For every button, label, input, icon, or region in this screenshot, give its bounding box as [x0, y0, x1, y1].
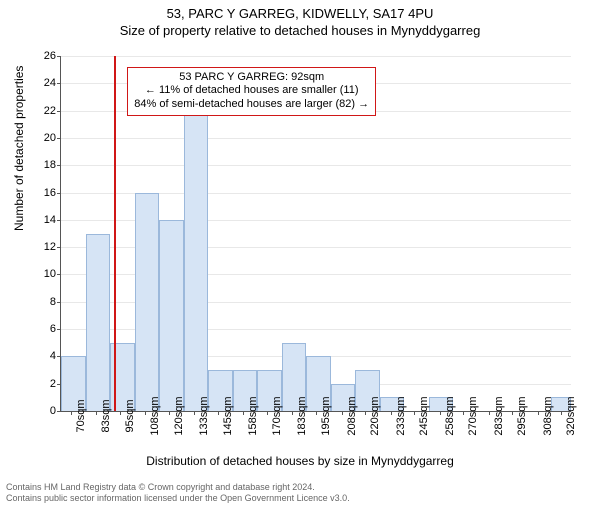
- xtick-label: 283sqm: [493, 396, 505, 435]
- xtick-label: 320sqm: [565, 396, 577, 435]
- copyright-notice: Contains HM Land Registry data © Crown c…: [6, 482, 350, 504]
- xtick-mark: [218, 411, 219, 415]
- histogram-bar: [159, 220, 184, 411]
- xtick-mark: [365, 411, 366, 415]
- ytick-mark: [57, 138, 61, 139]
- ytick-label: 16: [26, 187, 56, 199]
- gridline: [61, 56, 571, 57]
- ytick-mark: [57, 411, 61, 412]
- y-axis-label: Number of detached properties: [12, 66, 26, 231]
- ytick-label: 12: [26, 241, 56, 253]
- plot-region: 0246810121416182022242670sqm83sqm95sqm10…: [60, 56, 571, 412]
- ytick-mark: [57, 193, 61, 194]
- xtick-mark: [440, 411, 441, 415]
- gridline: [61, 165, 571, 166]
- xtick-mark: [145, 411, 146, 415]
- xtick-mark: [243, 411, 244, 415]
- xtick-mark: [316, 411, 317, 415]
- ytick-mark: [57, 329, 61, 330]
- annotation-line: 84% of semi-detached houses are larger (…: [134, 98, 369, 112]
- annotation-line: ← 11% of detached houses are smaller (11…: [134, 84, 369, 98]
- xtick-mark: [538, 411, 539, 415]
- xtick-mark: [120, 411, 121, 415]
- gridline: [61, 138, 571, 139]
- xtick-label: 220sqm: [369, 396, 381, 435]
- xtick-mark: [267, 411, 268, 415]
- ytick-label: 20: [26, 132, 56, 144]
- xtick-label: 308sqm: [542, 396, 554, 435]
- xtick-label: 258sqm: [444, 396, 456, 435]
- xtick-mark: [489, 411, 490, 415]
- ytick-mark: [57, 56, 61, 57]
- chart-title-line1: 53, PARC Y GARREG, KIDWELLY, SA17 4PU: [0, 6, 600, 21]
- xtick-mark: [512, 411, 513, 415]
- x-axis-label: Distribution of detached houses by size …: [0, 454, 600, 468]
- histogram-bar: [86, 234, 111, 412]
- histogram-bar: [184, 111, 209, 411]
- xtick-mark: [96, 411, 97, 415]
- ytick-mark: [57, 111, 61, 112]
- ytick-mark: [57, 83, 61, 84]
- xtick-label: 70sqm: [75, 399, 87, 432]
- ytick-label: 10: [26, 268, 56, 280]
- ytick-mark: [57, 220, 61, 221]
- reference-line: [114, 56, 116, 411]
- xtick-label: 183sqm: [296, 396, 308, 435]
- copyright-line1: Contains HM Land Registry data © Crown c…: [6, 482, 350, 493]
- xtick-label: 83sqm: [100, 399, 112, 432]
- xtick-label: 233sqm: [395, 396, 407, 435]
- chart-title-line2: Size of property relative to detached ho…: [0, 23, 600, 38]
- xtick-label: 195sqm: [320, 396, 332, 435]
- ytick-label: 8: [26, 296, 56, 308]
- xtick-mark: [169, 411, 170, 415]
- ytick-label: 14: [26, 214, 56, 226]
- xtick-label: 145sqm: [222, 396, 234, 435]
- ytick-label: 24: [26, 77, 56, 89]
- annotation-box: 53 PARC Y GARREG: 92sqm← 11% of detached…: [127, 67, 376, 116]
- histogram-bar: [135, 193, 160, 411]
- ytick-mark: [57, 302, 61, 303]
- ytick-label: 4: [26, 350, 56, 362]
- xtick-label: 270sqm: [467, 396, 479, 435]
- xtick-mark: [463, 411, 464, 415]
- xtick-mark: [292, 411, 293, 415]
- xtick-mark: [194, 411, 195, 415]
- xtick-mark: [391, 411, 392, 415]
- chart-area: 0246810121416182022242670sqm83sqm95sqm10…: [60, 56, 570, 411]
- ytick-label: 0: [26, 405, 56, 417]
- xtick-label: 295sqm: [516, 396, 528, 435]
- xtick-label: 245sqm: [418, 396, 430, 435]
- copyright-line2: Contains public sector information licen…: [6, 493, 350, 504]
- xtick-label: 120sqm: [173, 396, 185, 435]
- xtick-label: 108sqm: [149, 396, 161, 435]
- xtick-label: 158sqm: [247, 396, 259, 435]
- xtick-label: 133sqm: [198, 396, 210, 435]
- ytick-label: 6: [26, 323, 56, 335]
- xtick-mark: [414, 411, 415, 415]
- ytick-mark: [57, 165, 61, 166]
- ytick-mark: [57, 247, 61, 248]
- xtick-label: 208sqm: [346, 396, 358, 435]
- ytick-label: 26: [26, 50, 56, 62]
- annotation-line: 53 PARC Y GARREG: 92sqm: [134, 71, 369, 85]
- xtick-mark: [561, 411, 562, 415]
- xtick-mark: [71, 411, 72, 415]
- ytick-mark: [57, 274, 61, 275]
- ytick-label: 18: [26, 159, 56, 171]
- xtick-label: 170sqm: [271, 396, 283, 435]
- xtick-label: 95sqm: [124, 399, 136, 432]
- ytick-label: 22: [26, 105, 56, 117]
- xtick-mark: [342, 411, 343, 415]
- ytick-label: 2: [26, 378, 56, 390]
